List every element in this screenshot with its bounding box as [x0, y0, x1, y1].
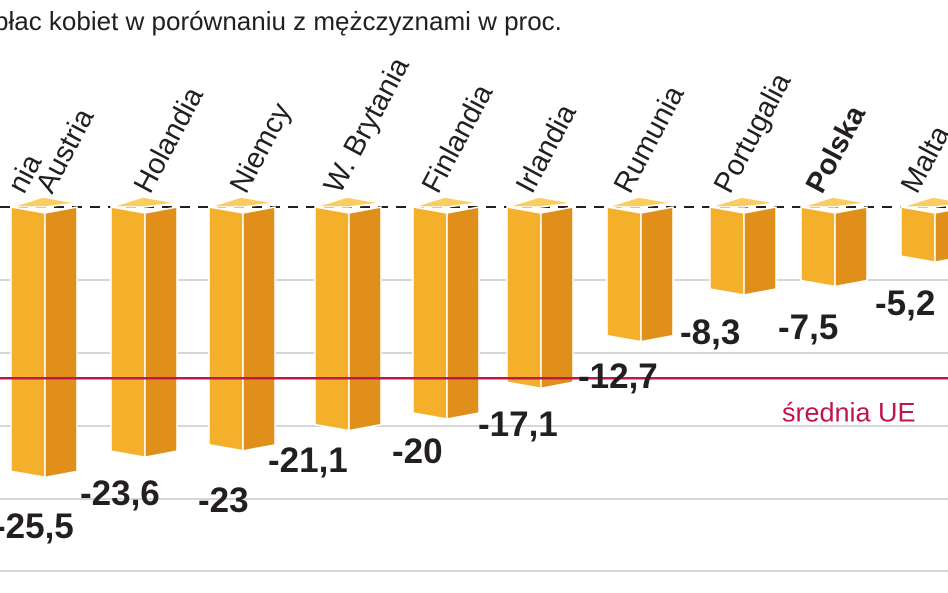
tick-label: Holandia [128, 81, 210, 198]
data-label: -8,3 [680, 313, 740, 352]
bar-side [540, 206, 574, 390]
data-label: -23,6 [80, 474, 160, 513]
data-label: -23 [198, 481, 249, 520]
bar-side [834, 206, 868, 288]
bar-top [506, 196, 574, 208]
bar [709, 206, 745, 296]
bar-top [10, 196, 78, 208]
bar-top [606, 196, 674, 208]
bar-side [44, 206, 78, 479]
bar-side [640, 206, 674, 343]
bar-top [412, 196, 480, 208]
bar-side [446, 206, 480, 420]
bar-side [348, 206, 382, 432]
bar [314, 206, 350, 432]
tick-label: Portugalia [708, 67, 798, 198]
bar-top [208, 196, 276, 208]
data-label: -21,1 [268, 441, 348, 480]
bar-top [110, 196, 178, 208]
tick-label: Polska [800, 100, 873, 198]
tick-label: Austria [30, 103, 101, 198]
tick-label: Niemcy [224, 97, 298, 198]
bar [110, 206, 146, 459]
bar [606, 206, 642, 343]
bar [208, 206, 244, 452]
tick-label: W. Brytania [318, 52, 416, 199]
data-label: -5,2 [875, 284, 935, 323]
data-label: -7,5 [778, 308, 838, 347]
data-label: -17,1 [478, 405, 558, 444]
bar-side [144, 206, 178, 459]
bar-top [800, 196, 868, 208]
bar [506, 206, 542, 390]
bar [900, 206, 936, 264]
bar-side [743, 206, 777, 296]
chart-title: płac kobiet w porównaniu z mężczyznami w… [0, 6, 562, 36]
bar [10, 206, 46, 479]
data-label: -12,7 [578, 357, 658, 396]
data-label: -20 [392, 432, 443, 471]
average-label: średnia UE [782, 397, 916, 427]
tick-label: Rumunia [608, 80, 691, 198]
bar [800, 206, 836, 288]
bar-top [709, 196, 777, 208]
tick-label: Irlandia [510, 99, 583, 199]
bar-side [934, 209, 948, 264]
bar [412, 206, 448, 420]
tick-label: Finlandia [416, 79, 500, 199]
bar-side [242, 206, 276, 452]
bar-top [314, 196, 382, 208]
tick-label: Malta [895, 120, 948, 198]
bar-top [900, 196, 948, 208]
data-label: -25,5 [0, 507, 74, 546]
